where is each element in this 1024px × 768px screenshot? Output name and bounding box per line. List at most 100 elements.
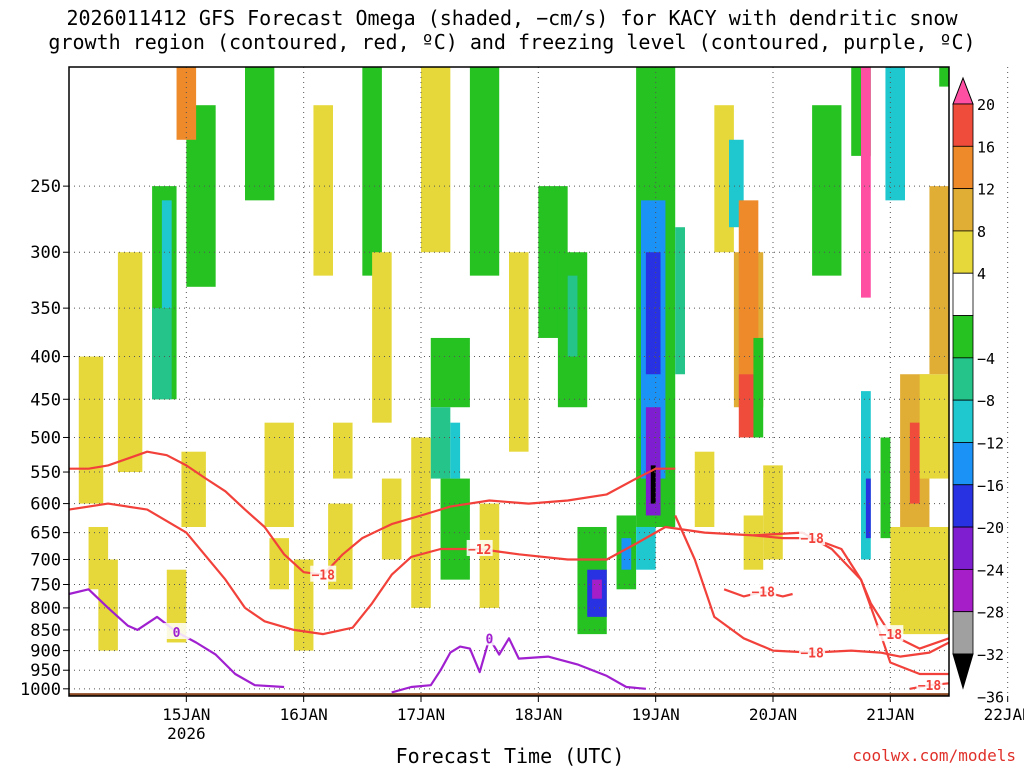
colorbar-label: −4 [977, 350, 995, 368]
dgz-contour-label-bg [310, 565, 337, 582]
colorbar-label: −28 [977, 604, 1004, 622]
omega-cell [313, 105, 333, 276]
y-axis-ticks: 2503003504004505005506006507007508008509… [20, 177, 69, 700]
omega-shading-layer [78, 67, 949, 651]
omega-cell [675, 227, 685, 375]
y-tick-label: 600 [30, 495, 61, 515]
chart-title: 2026011412 GFS Forecast Omega (shaded, −… [0, 6, 1024, 54]
omega-cell [381, 478, 402, 560]
colorbar-label: 4 [977, 265, 986, 283]
x-tick-label: 17JAN [397, 705, 445, 724]
freezing-contour-label: 0 [173, 626, 181, 641]
x-tick-label: 19JAN [632, 705, 680, 724]
y-tick-label: 500 [30, 428, 61, 448]
omega-cell [861, 391, 871, 560]
omega-cell [880, 437, 891, 539]
y-tick-label: 1000 [20, 680, 61, 700]
omega-cell [621, 538, 632, 570]
omega-cell [885, 67, 905, 201]
omega-cell [333, 422, 353, 479]
chart-title-line-1: 2026011412 GFS Forecast Omega (shaded, −… [66, 6, 958, 30]
omega-cell [636, 526, 656, 570]
omega-cell [753, 337, 764, 438]
y-tick-label: 700 [30, 550, 61, 570]
colorbar-label: −32 [977, 646, 1004, 664]
omega-cell [939, 67, 949, 87]
omega-cell [890, 526, 949, 635]
y-tick-label: 650 [30, 524, 61, 544]
colorbar-swatch [952, 272, 974, 316]
dotted-gridlines [69, 67, 1009, 696]
colorbar-label: −16 [977, 477, 1004, 495]
dgz-contour-label-bg [916, 676, 943, 693]
x-tick-label: 15JAN [162, 705, 210, 724]
y-tick-label: 950 [30, 661, 61, 681]
dgz-contour-label: −18 [879, 628, 903, 643]
omega-cell [430, 337, 470, 408]
omega-cell [152, 308, 172, 400]
x-tick-label: 18JAN [514, 705, 562, 724]
omega-cell [592, 579, 602, 599]
omega-cell [567, 275, 578, 357]
y-tick-label: 850 [30, 621, 61, 641]
colorbar-label: 8 [977, 223, 986, 241]
dgz-contour-label-bg [466, 539, 493, 556]
omega-cell [645, 252, 661, 375]
colorbar-swatch [952, 399, 974, 443]
omega-cell [909, 422, 920, 504]
omega-cell [245, 67, 275, 201]
colorbar-bottom-arrow [952, 653, 974, 690]
colorbar-label: 16 [977, 138, 995, 156]
dgz-contour-label: −18 [918, 679, 942, 694]
x-tick-label: 20JAN [749, 705, 797, 724]
x-axis-label: Forecast Time (UTC) [395, 744, 625, 768]
omega-cell [450, 422, 461, 479]
dgz-contour-label: −18 [751, 586, 775, 601]
colorbar-swatch [952, 103, 974, 147]
omega-cell [650, 465, 656, 504]
freezing-contour-label: 0 [486, 632, 494, 647]
omega-cell [372, 252, 392, 423]
colorbar-label: −24 [977, 561, 1004, 579]
chart-title-line-2: growth region (contoured, red, ºC) and f… [48, 30, 976, 54]
omega-cell [743, 515, 764, 570]
omega-cell [865, 478, 871, 539]
omega-cell [264, 422, 294, 527]
omega-cell [181, 451, 206, 527]
x-tick-sublabel: 2026 [167, 724, 206, 743]
colorbar-label: −8 [977, 392, 995, 410]
omega-cell [929, 186, 949, 375]
omega-cell [176, 67, 197, 140]
omega-cell [812, 105, 842, 276]
colorbar-label: −36 [977, 688, 1004, 706]
y-tick-label: 300 [30, 243, 61, 263]
omega-cell [161, 200, 172, 309]
colorbar-swatch [952, 484, 974, 528]
freezing-contour-line [391, 637, 647, 694]
dgz-contour-label-bg [750, 582, 777, 599]
omega-cell [88, 526, 109, 590]
freezing-contour-label-bg [476, 629, 503, 646]
omega-cell [469, 67, 500, 276]
colorbar-swatch [952, 145, 974, 190]
y-tick-label: 250 [30, 177, 61, 197]
dgz-contour-label-bg [877, 625, 904, 642]
y-tick-label: 550 [30, 463, 61, 483]
omega-cell [117, 252, 143, 473]
y-tick-label: 450 [30, 390, 61, 410]
y-tick-label: 400 [30, 348, 61, 368]
x-tick-label: 21JAN [866, 705, 914, 724]
omega-cell [861, 67, 871, 298]
omega-cell [440, 478, 470, 580]
omega-cell [78, 356, 104, 504]
colorbar-label: −20 [977, 519, 1004, 537]
omega-cell [645, 407, 661, 516]
omega-cell [293, 559, 314, 651]
site-credit-link[interactable]: coolwx.com/models [852, 746, 1016, 765]
omega-cell [509, 252, 529, 452]
x-tick-label: 22JAN [984, 705, 1024, 724]
colorbar-label: −12 [977, 434, 1004, 452]
plot-border [68, 66, 950, 697]
